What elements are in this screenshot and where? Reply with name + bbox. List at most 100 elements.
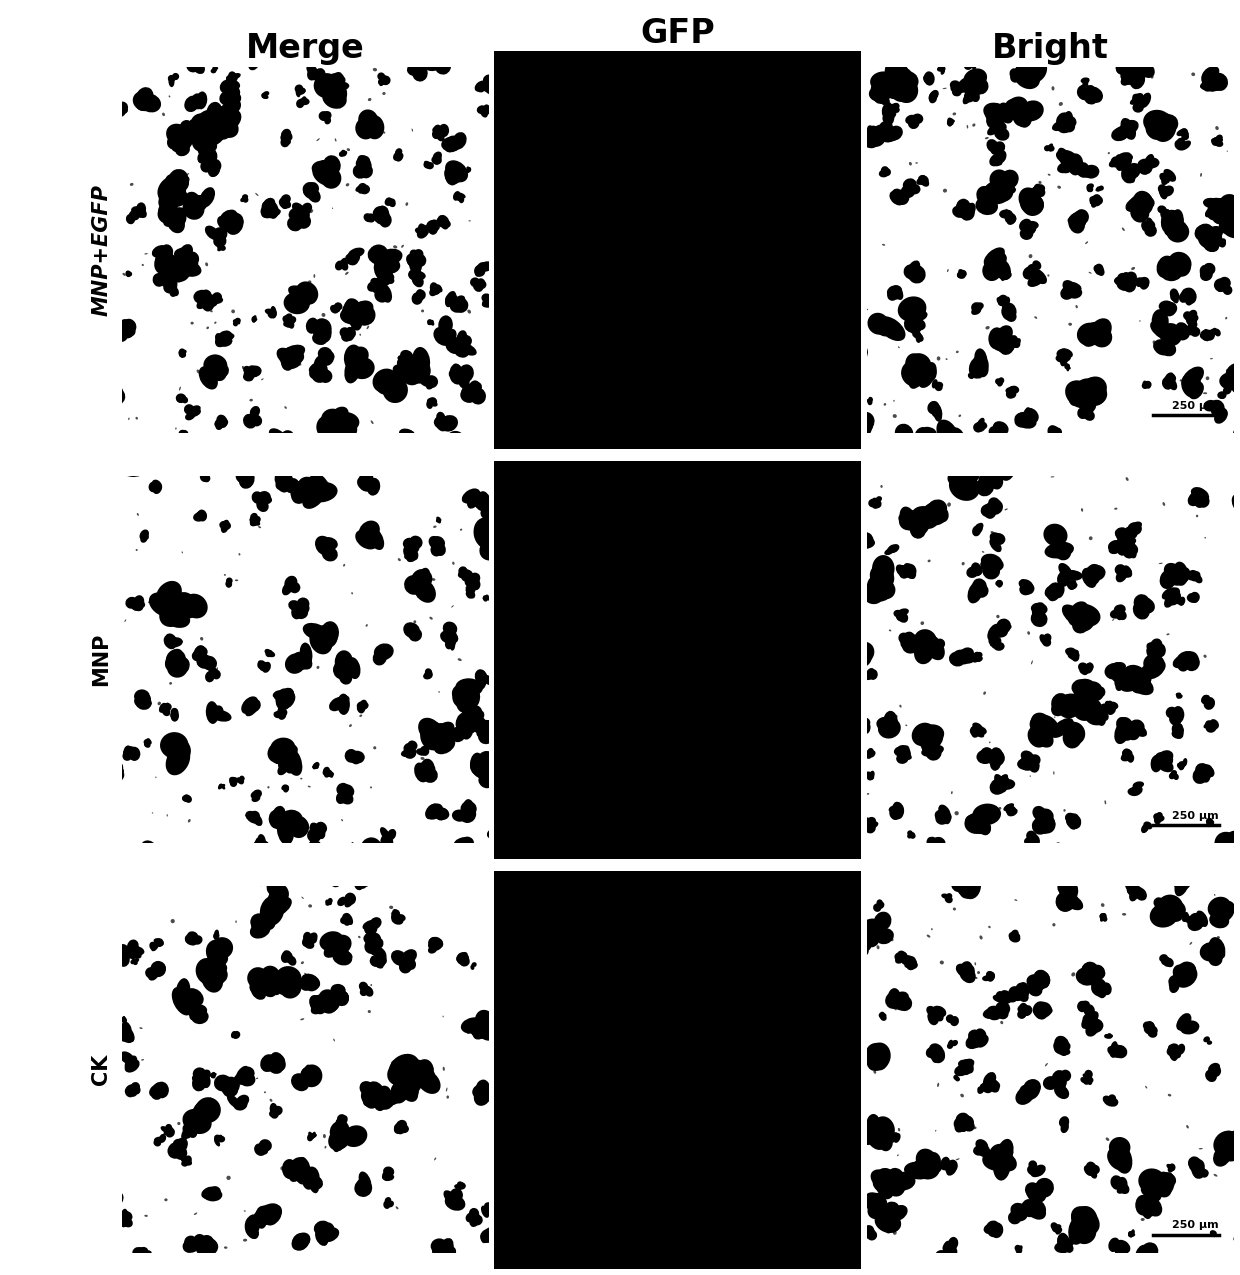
Ellipse shape bbox=[283, 746, 303, 776]
Ellipse shape bbox=[182, 1109, 212, 1133]
Ellipse shape bbox=[1198, 223, 1214, 240]
Ellipse shape bbox=[472, 1015, 494, 1039]
Ellipse shape bbox=[202, 1188, 222, 1201]
Ellipse shape bbox=[1195, 910, 1208, 927]
Ellipse shape bbox=[1171, 292, 1179, 300]
Ellipse shape bbox=[972, 579, 987, 593]
Ellipse shape bbox=[201, 159, 215, 172]
Ellipse shape bbox=[159, 203, 176, 222]
Ellipse shape bbox=[993, 144, 1004, 154]
Ellipse shape bbox=[236, 468, 252, 483]
Ellipse shape bbox=[130, 1082, 140, 1093]
Ellipse shape bbox=[895, 423, 914, 444]
Ellipse shape bbox=[990, 153, 1002, 166]
Ellipse shape bbox=[419, 377, 434, 388]
Ellipse shape bbox=[861, 1056, 870, 1066]
Ellipse shape bbox=[362, 845, 382, 863]
Ellipse shape bbox=[1115, 126, 1128, 139]
Ellipse shape bbox=[915, 427, 928, 439]
Ellipse shape bbox=[464, 711, 477, 724]
Ellipse shape bbox=[242, 696, 258, 714]
Ellipse shape bbox=[361, 984, 370, 995]
Ellipse shape bbox=[1006, 806, 1014, 815]
Ellipse shape bbox=[489, 1211, 510, 1224]
Ellipse shape bbox=[456, 342, 476, 356]
Ellipse shape bbox=[273, 690, 281, 697]
Ellipse shape bbox=[443, 1067, 445, 1071]
Ellipse shape bbox=[971, 371, 976, 376]
Ellipse shape bbox=[1167, 634, 1169, 635]
Ellipse shape bbox=[433, 722, 454, 743]
Ellipse shape bbox=[889, 547, 898, 552]
Ellipse shape bbox=[300, 643, 312, 667]
Ellipse shape bbox=[418, 230, 428, 236]
Ellipse shape bbox=[1190, 326, 1200, 337]
Ellipse shape bbox=[1083, 376, 1107, 400]
Ellipse shape bbox=[1146, 116, 1169, 140]
Ellipse shape bbox=[1087, 965, 1105, 980]
Ellipse shape bbox=[1116, 1182, 1130, 1195]
Ellipse shape bbox=[901, 514, 918, 529]
Ellipse shape bbox=[187, 251, 200, 265]
Ellipse shape bbox=[1173, 562, 1188, 585]
Ellipse shape bbox=[474, 1085, 492, 1105]
Ellipse shape bbox=[1164, 221, 1187, 236]
Ellipse shape bbox=[986, 1221, 998, 1234]
Ellipse shape bbox=[308, 785, 311, 788]
Ellipse shape bbox=[1048, 145, 1053, 152]
Ellipse shape bbox=[471, 1214, 482, 1225]
Ellipse shape bbox=[1127, 885, 1142, 898]
Ellipse shape bbox=[1122, 546, 1136, 558]
Ellipse shape bbox=[188, 405, 201, 414]
Ellipse shape bbox=[252, 794, 259, 802]
Ellipse shape bbox=[1060, 158, 1076, 173]
Ellipse shape bbox=[175, 135, 191, 147]
Ellipse shape bbox=[410, 254, 424, 268]
Ellipse shape bbox=[413, 1061, 430, 1080]
Ellipse shape bbox=[249, 518, 260, 525]
Ellipse shape bbox=[360, 1081, 377, 1098]
Ellipse shape bbox=[880, 126, 898, 143]
Ellipse shape bbox=[458, 569, 471, 579]
Ellipse shape bbox=[311, 371, 325, 382]
Ellipse shape bbox=[1056, 570, 1070, 586]
Ellipse shape bbox=[151, 940, 160, 951]
Ellipse shape bbox=[1121, 163, 1135, 176]
Ellipse shape bbox=[997, 122, 1007, 131]
Ellipse shape bbox=[148, 848, 165, 862]
Ellipse shape bbox=[179, 352, 186, 358]
Ellipse shape bbox=[170, 713, 174, 718]
Ellipse shape bbox=[1130, 785, 1142, 796]
Ellipse shape bbox=[308, 66, 317, 78]
Ellipse shape bbox=[134, 696, 148, 708]
Ellipse shape bbox=[1218, 391, 1226, 399]
Ellipse shape bbox=[928, 400, 940, 414]
Ellipse shape bbox=[283, 690, 288, 699]
Ellipse shape bbox=[410, 270, 425, 280]
Ellipse shape bbox=[893, 1132, 900, 1140]
Ellipse shape bbox=[1210, 204, 1226, 215]
Ellipse shape bbox=[926, 725, 929, 731]
Ellipse shape bbox=[195, 1099, 216, 1121]
Ellipse shape bbox=[379, 827, 391, 840]
Ellipse shape bbox=[999, 776, 1008, 782]
Ellipse shape bbox=[1075, 1206, 1097, 1232]
Ellipse shape bbox=[454, 838, 472, 854]
Ellipse shape bbox=[412, 292, 423, 305]
Ellipse shape bbox=[445, 167, 459, 185]
Ellipse shape bbox=[1121, 66, 1147, 85]
Ellipse shape bbox=[403, 543, 417, 558]
Ellipse shape bbox=[378, 76, 387, 85]
Ellipse shape bbox=[145, 742, 149, 747]
Ellipse shape bbox=[436, 516, 440, 520]
Ellipse shape bbox=[373, 209, 389, 223]
Ellipse shape bbox=[1180, 128, 1188, 136]
Ellipse shape bbox=[459, 1182, 465, 1188]
Ellipse shape bbox=[401, 432, 414, 450]
Ellipse shape bbox=[1001, 297, 1011, 307]
Ellipse shape bbox=[1184, 913, 1189, 918]
Ellipse shape bbox=[1081, 961, 1099, 979]
Ellipse shape bbox=[303, 623, 329, 640]
Ellipse shape bbox=[1132, 96, 1140, 103]
Ellipse shape bbox=[934, 1011, 944, 1021]
